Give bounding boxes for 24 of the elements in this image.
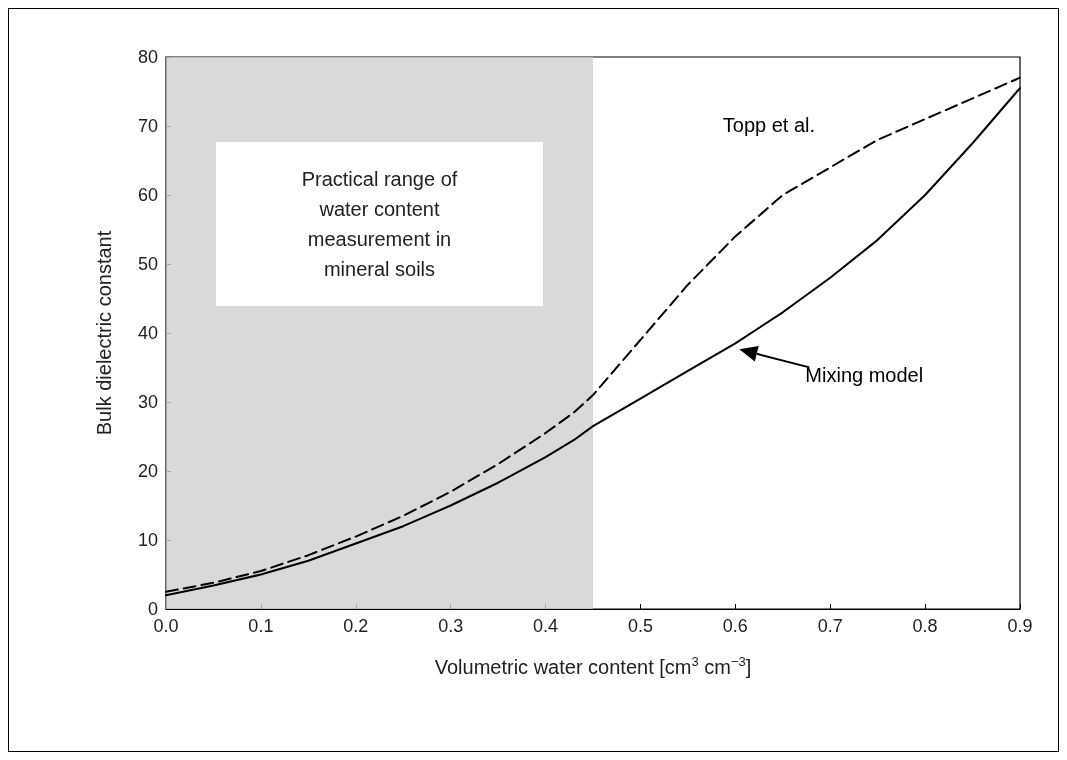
y-tick-label: 70 <box>137 116 158 136</box>
band-label: Practical range of water content measurement in mineral soils <box>300 167 459 282</box>
x-tick-label: 0.9 <box>1007 616 1033 636</box>
x-tick-label: 0.6 <box>722 616 748 636</box>
y-tick-label: 20 <box>137 461 158 481</box>
x-tick-label: 0.3 <box>438 616 464 636</box>
x-tick-label: 0.8 <box>912 616 938 636</box>
y-tick-label: 40 <box>137 323 158 343</box>
x-tick-label: 0.4 <box>533 616 559 636</box>
text-box: Practical range of water content measurement in mineral soils <box>216 142 543 306</box>
y-tick-label: 80 <box>137 47 158 67</box>
text: Mixing model <box>805 364 924 387</box>
series-label: Topp et al. <box>722 114 816 136</box>
x-tick-label: 0.2 <box>343 616 369 636</box>
y-tick-label: 0 <box>147 599 158 619</box>
y-tick-label: 50 <box>137 254 158 274</box>
y-tick-label: 30 <box>137 392 158 412</box>
x-tick-label: 0.5 <box>627 616 653 636</box>
x-tick-label: 0.7 <box>817 616 843 636</box>
x-tick-label: 0.0 <box>153 616 179 636</box>
y-axis-title: Bulk dielectric constant <box>93 230 115 436</box>
x-tick-label: 0.1 <box>248 616 274 636</box>
y-tick-label: 10 <box>137 530 158 550</box>
y-tick-label: 60 <box>137 185 158 205</box>
